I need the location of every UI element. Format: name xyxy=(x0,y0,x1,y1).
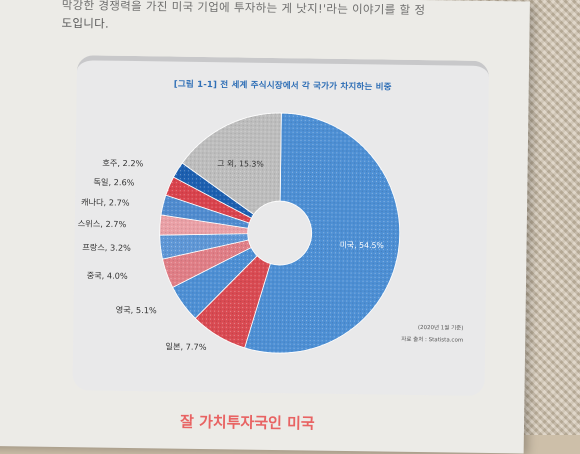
slice-texture-3 xyxy=(162,240,252,288)
body-text-line-1: 막강한 경쟁력을 가진 미국 기업에 투자하는 게 낫지!'라는 이야기를 할 … xyxy=(61,0,426,18)
slice-label-9: 그 외, 15.3% xyxy=(217,158,264,169)
slice-texture-0 xyxy=(244,113,400,354)
figure-box: [그림 1-1] 전 세계 주식시장에서 각 국가가 차지하는 비중 미국, 5… xyxy=(72,55,490,396)
slice-label-5: 스위스, 2.7% xyxy=(78,218,127,229)
date-note: (2020년 1월 기준) xyxy=(417,325,464,332)
slice-texture-6 xyxy=(161,195,250,229)
bottom-heading: 잘 가치투자국인 미국 xyxy=(179,412,315,433)
slice-texture-5 xyxy=(159,214,249,236)
slice-label-7: 독일, 2.6% xyxy=(93,177,134,188)
slice-texture-4 xyxy=(159,233,249,260)
slice-label-4: 프랑스, 3.2% xyxy=(82,242,131,253)
donut-chart: 미국, 54.5% 일본, 7.7% 영국, 5.1% 중국, 4.0% 프랑스, 3.… xyxy=(78,112,401,354)
slice-label-0: 미국, 54.5% xyxy=(340,241,384,251)
book-page: 막강한 경쟁력을 가진 미국 기업에 투자하는 게 낫지!'라는 이야기를 할 … xyxy=(0,0,530,454)
slice-texture-7 xyxy=(165,177,252,223)
slice-label-3: 중국, 4.0% xyxy=(87,270,128,281)
slice-label-8: 호주, 2.2% xyxy=(102,158,143,169)
slice-texture-8 xyxy=(173,163,254,219)
slice-label-1: 일본, 7.7% xyxy=(165,341,206,352)
slice-label-2: 영국, 5.1% xyxy=(116,305,157,316)
slice-texture-1 xyxy=(195,255,271,348)
slice-texture-2 xyxy=(172,247,258,319)
source-note: 자료 출처 : Statista.com xyxy=(401,336,464,344)
body-text-line-2: 도입니다. xyxy=(61,16,110,31)
slice-texture-9 xyxy=(182,113,282,215)
slice-label-6: 캐나다, 2.7% xyxy=(81,197,130,208)
